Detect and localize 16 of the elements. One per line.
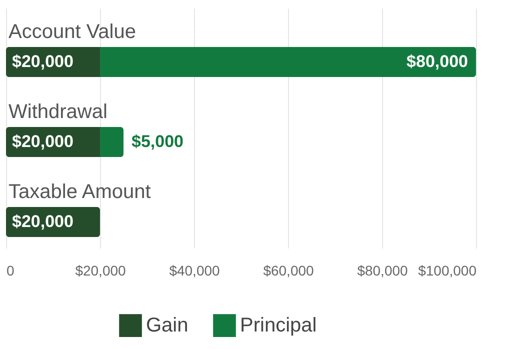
y-tick-label: Account Value [8,21,136,43]
y-tick-label: Taxable Amount [8,181,152,203]
data-label: $20,000 [12,52,74,71]
x-tick-label: $60,000 [263,262,314,278]
legend-label: Principal [240,314,317,337]
x-tick-label: $40,000 [169,262,220,278]
y-tick-label: Withdrawal [8,101,108,123]
legend-label: Gain [146,314,188,337]
data-label: $80,000 [406,52,468,71]
x-tick-label: $20,000 [75,262,126,278]
data-label: $20,000 [12,132,74,151]
data-label: $20,000 [12,212,74,231]
data-label: $5,000 [132,132,184,151]
x-tick-label: $100,000 [418,262,477,278]
x-tick-label: 0 [6,262,14,278]
x-tick-label: $80,000 [357,262,408,278]
